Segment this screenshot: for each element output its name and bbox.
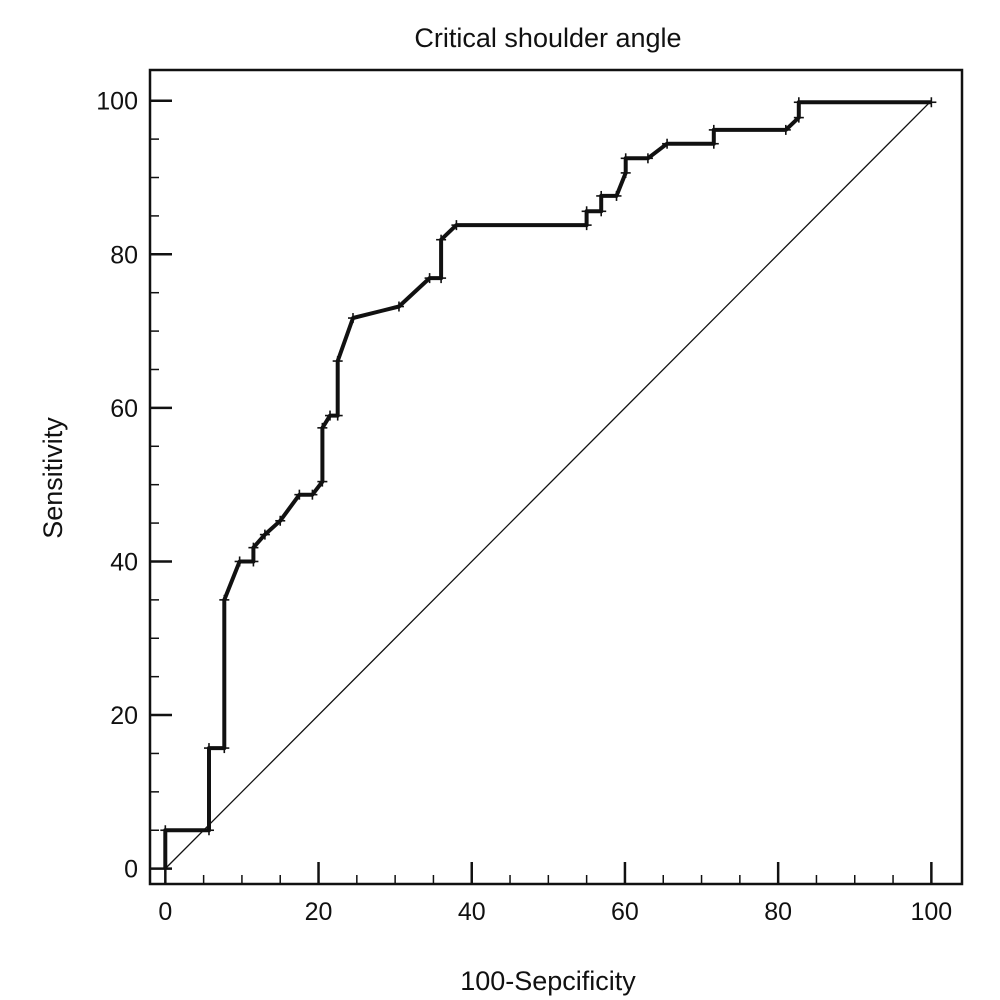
plot-frame [148,68,964,886]
y-tick-label: 40 [110,548,138,576]
curve-markers [160,97,937,874]
axis-layer: 0 20 40 60 80 100 0 20 40 60 80 100 [96,88,952,926]
y-tick-label: 0 [124,856,138,884]
x-tick-label: 20 [305,898,333,926]
x-axis-label: 100-Sepcificity [460,966,636,996]
x-tick-label: 0 [158,898,172,926]
y-tick-label: 80 [110,241,138,269]
reference-diagonal-line [164,100,932,870]
y-tick-label: 100 [96,88,138,116]
y-tick-label: 60 [110,395,138,423]
x-tick-label: 40 [458,898,486,926]
y-axis-label: Sensitivity [38,417,68,539]
chart-title: Critical shoulder angle [414,23,681,53]
x-tick-label: 60 [611,898,639,926]
y-tick-label: 20 [110,702,138,730]
x-tick-label: 100 [910,898,952,926]
x-tick-label: 80 [764,898,792,926]
